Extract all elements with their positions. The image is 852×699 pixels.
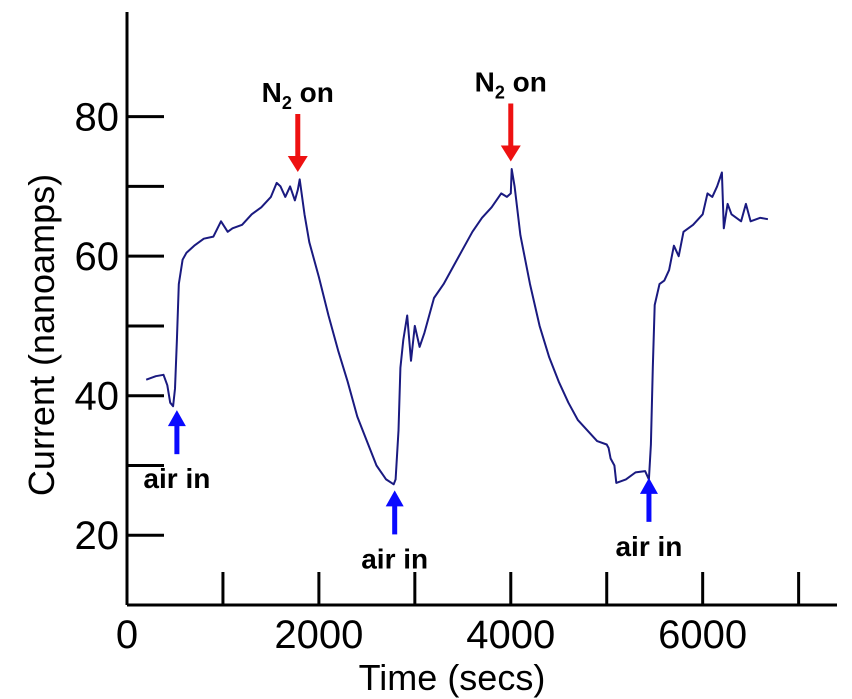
annotation-label: air in — [615, 531, 682, 562]
n2-on-annotation: N2 on — [475, 66, 547, 162]
series-line — [145, 168, 769, 486]
annotation-label: air in — [361, 543, 428, 574]
down-arrow-head — [500, 145, 521, 162]
x-tick-label: 6000 — [658, 613, 747, 657]
ticks — [127, 115, 801, 605]
up-arrow-head — [639, 477, 658, 494]
y-tick-label: 80 — [75, 96, 120, 140]
air-in-annotation: air in — [361, 490, 428, 574]
annotation-label: N2 on — [262, 77, 334, 113]
y-tick-label: 40 — [75, 375, 120, 419]
annotation-label: N2 on — [475, 66, 547, 102]
down-arrow-head — [287, 155, 308, 172]
up-arrow-head — [385, 490, 404, 507]
annotation-label: air in — [143, 463, 210, 494]
y-axis-title: Current (nanoamps) — [21, 174, 62, 496]
x-tick-label: 0 — [116, 613, 138, 657]
y-tick-label: 60 — [75, 235, 120, 279]
annotations: air in N2 on air in N2 on air in — [143, 66, 682, 574]
tick-labels: 20 40 60 80 0 2000 4000 6000 — [75, 96, 748, 657]
y-tick-label: 20 — [75, 514, 120, 558]
air-in-annotation: air in — [615, 477, 682, 562]
x-tick-label: 2000 — [274, 613, 363, 657]
x-tick-label: 4000 — [466, 613, 555, 657]
air-in-annotation: air in — [143, 410, 210, 494]
x-axis-title: Time (secs) — [359, 657, 546, 698]
n2-on-annotation: N2 on — [262, 77, 334, 172]
up-arrow-head — [167, 410, 186, 427]
axes — [125, 12, 837, 607]
